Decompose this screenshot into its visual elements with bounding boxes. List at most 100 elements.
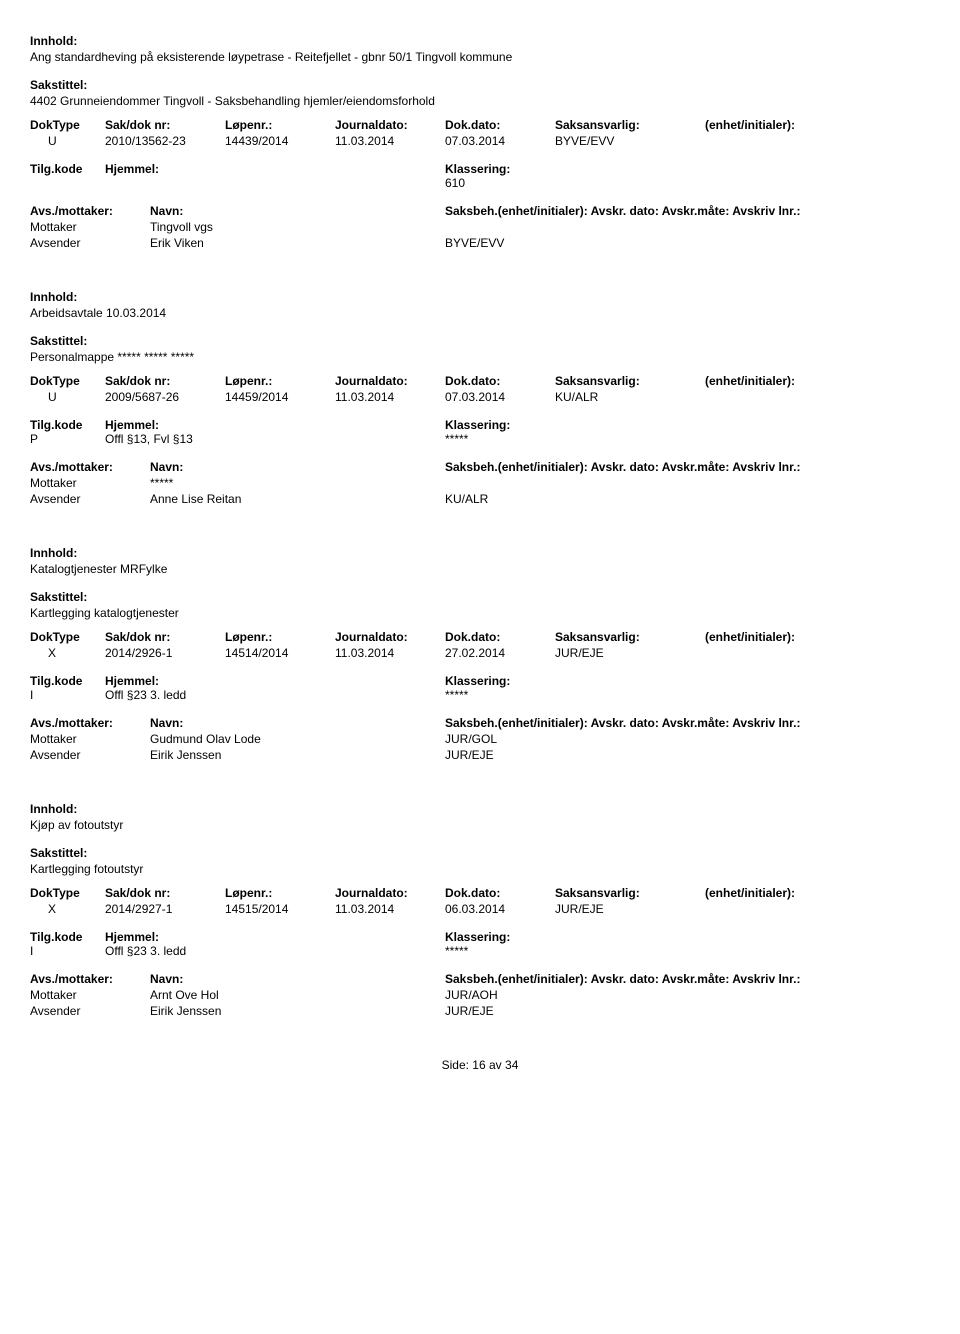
journaldato-header: Journaldato: [335, 374, 445, 388]
sakstittel-label: Sakstittel: [30, 334, 930, 348]
lopenr-value: 14439/2014 [225, 134, 335, 148]
sakstittel-text: Kartlegging fotoutstyr [30, 862, 930, 876]
sakdok-header: Sak/dok nr: [105, 118, 225, 132]
sakstittel-text: Kartlegging katalogtjenester [30, 606, 930, 620]
sakdok-value: 2009/5687-26 [105, 390, 225, 404]
dokdato-header: Dok.dato: [445, 630, 555, 644]
saksbeh-header: Saksbeh.(enhet/initialer): Avskr. dato: … [445, 460, 800, 474]
doktype-header: DokType [30, 630, 105, 644]
record-header-row: DokTypeSak/dok nr:Løpenr.:Journaldato:Do… [30, 374, 930, 388]
innhold-text: Arbeidsavtale 10.03.2014 [30, 306, 930, 320]
innhold-text: Katalogtjenester MRFylke [30, 562, 930, 576]
record-header-row: DokTypeSak/dok nr:Løpenr.:Journaldato:Do… [30, 630, 930, 644]
hjemmel-group: Tilg.kodeHjemmel:IOffl §23 3. ledd [30, 674, 445, 702]
klassering-header: Klassering: [445, 418, 510, 432]
party-role: Mottaker [30, 988, 150, 1002]
page-footer: Side: 16 av 34 [30, 1058, 930, 1072]
enhet-header: (enhet/initialer): [705, 118, 855, 132]
hjemmel-header: Hjemmel: [105, 418, 159, 432]
footer-total: 34 [505, 1058, 518, 1072]
party-name: Eirik Jenssen [150, 1004, 445, 1018]
klassering-group: Klassering:***** [445, 930, 510, 958]
journaldato-header: Journaldato: [335, 630, 445, 644]
saksansvarlig-value: JUR/EJE [555, 646, 705, 660]
doktype-value: U [30, 390, 105, 404]
party-role: Mottaker [30, 732, 150, 746]
sakstittel-text: Personalmappe ***** ***** ***** [30, 350, 930, 364]
lopenr-value: 14514/2014 [225, 646, 335, 660]
hjemmel-group: Tilg.kodeHjemmel:POffl §13, Fvl §13 [30, 418, 445, 446]
lopenr-value: 14459/2014 [225, 390, 335, 404]
record: Innhold:Katalogtjenester MRFylkeSakstitt… [30, 546, 930, 762]
record: Innhold:Kjøp av fotoutstyrSakstittel:Kar… [30, 802, 930, 1018]
party-saksbeh: BYVE/EVV [445, 236, 504, 250]
tilgkode-header: Tilg.kode [30, 162, 105, 176]
klassering-header: Klassering: [445, 930, 510, 944]
party-role: Mottaker [30, 476, 150, 490]
sakdok-value: 2010/13562-23 [105, 134, 225, 148]
sakdok-value: 2014/2926-1 [105, 646, 225, 660]
hjemmel-klassering-row: Tilg.kodeHjemmel:IOffl §23 3. leddKlasse… [30, 674, 930, 702]
hjemmel-group: Tilg.kodeHjemmel: [30, 162, 445, 190]
klassering-group: Klassering:610 [445, 162, 510, 190]
dokdato-value: 07.03.2014 [445, 390, 555, 404]
lopenr-header: Løpenr.: [225, 374, 335, 388]
party-saksbeh: KU/ALR [445, 492, 488, 506]
klassering-value: ***** [445, 944, 510, 958]
record-value-row: U2009/5687-2614459/201411.03.201407.03.2… [30, 390, 930, 404]
party-name: Tingvoll vgs [150, 220, 445, 234]
saksansvarlig-header: Saksansvarlig: [555, 886, 705, 900]
tilgkode-value: I [30, 688, 105, 702]
record: Innhold:Ang standardheving på eksisteren… [30, 34, 930, 250]
dokdato-header: Dok.dato: [445, 118, 555, 132]
doktype-value: X [30, 902, 105, 916]
party-row: AvsenderEirik JenssenJUR/EJE [30, 1004, 930, 1018]
saksbeh-header: Saksbeh.(enhet/initialer): Avskr. dato: … [445, 716, 800, 730]
innhold-label: Innhold: [30, 34, 930, 48]
saksbeh-header: Saksbeh.(enhet/initialer): Avskr. dato: … [445, 972, 800, 986]
hjemmel-klassering-row: Tilg.kodeHjemmel:POffl §13, Fvl §13Klass… [30, 418, 930, 446]
party-row: MottakerTingvoll vgs [30, 220, 930, 234]
avsmottaker-header: Avs./mottaker: [30, 460, 150, 474]
hjemmel-value: Offl §23 3. ledd [105, 944, 186, 958]
doktype-header: DokType [30, 886, 105, 900]
hjemmel-header: Hjemmel: [105, 930, 159, 944]
lopenr-value: 14515/2014 [225, 902, 335, 916]
innhold-text: Kjøp av fotoutstyr [30, 818, 930, 832]
party-role: Avsender [30, 492, 150, 506]
record-value-row: U2010/13562-2314439/201411.03.201407.03.… [30, 134, 930, 148]
record-header-row: DokTypeSak/dok nr:Løpenr.:Journaldato:Do… [30, 118, 930, 132]
lopenr-header: Løpenr.: [225, 630, 335, 644]
saksbeh-header: Saksbeh.(enhet/initialer): Avskr. dato: … [445, 204, 800, 218]
saksansvarlig-header: Saksansvarlig: [555, 118, 705, 132]
party-role: Mottaker [30, 220, 150, 234]
navn-header: Navn: [150, 972, 445, 986]
party-row: MottakerArnt Ove HolJUR/AOH [30, 988, 930, 1002]
party-row: Mottaker***** [30, 476, 930, 490]
klassering-value: ***** [445, 688, 510, 702]
dokdato-value: 07.03.2014 [445, 134, 555, 148]
footer-side-label: Side: [442, 1058, 469, 1072]
klassering-header: Klassering: [445, 162, 510, 176]
dokdato-header: Dok.dato: [445, 886, 555, 900]
klassering-value: 610 [445, 176, 510, 190]
hjemmel-klassering-row: Tilg.kodeHjemmel:IOffl §23 3. leddKlasse… [30, 930, 930, 958]
saksansvarlig-value: KU/ALR [555, 390, 705, 404]
party-header-row: Avs./mottaker:Navn:Saksbeh.(enhet/initia… [30, 460, 930, 474]
avsmottaker-header: Avs./mottaker: [30, 972, 150, 986]
doktype-value: U [30, 134, 105, 148]
record: Innhold:Arbeidsavtale 10.03.2014Sakstitt… [30, 290, 930, 506]
saksansvarlig-header: Saksansvarlig: [555, 374, 705, 388]
footer-av-label: av [489, 1058, 502, 1072]
tilgkode-header: Tilg.kode [30, 930, 105, 944]
party-saksbeh: JUR/AOH [445, 988, 498, 1002]
party-role: Avsender [30, 236, 150, 250]
klassering-group: Klassering:***** [445, 418, 510, 446]
journaldato-value: 11.03.2014 [335, 390, 445, 404]
navn-header: Navn: [150, 204, 445, 218]
saksansvarlig-header: Saksansvarlig: [555, 630, 705, 644]
record-header-row: DokTypeSak/dok nr:Løpenr.:Journaldato:Do… [30, 886, 930, 900]
party-role: Avsender [30, 1004, 150, 1018]
doktype-header: DokType [30, 118, 105, 132]
hjemmel-value: Offl §13, Fvl §13 [105, 432, 193, 446]
